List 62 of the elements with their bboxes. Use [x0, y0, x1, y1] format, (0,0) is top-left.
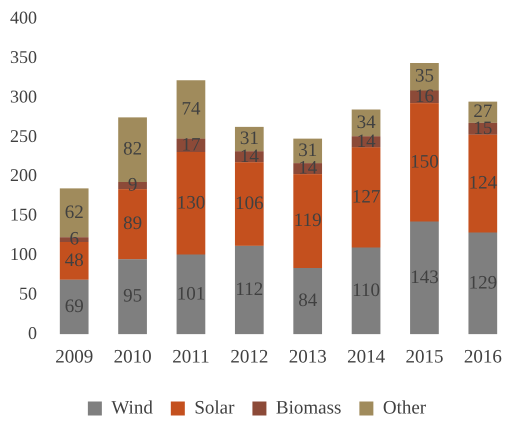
- bar: [410, 103, 439, 222]
- y-tick-label: 300: [10, 86, 37, 106]
- legend-label: Other: [382, 397, 427, 418]
- y-tick-label: 400: [10, 8, 37, 28]
- bar: [410, 221, 439, 334]
- bar: [118, 189, 147, 260]
- data-label: 129: [468, 272, 498, 294]
- data-label: 35: [414, 66, 434, 87]
- bar: [468, 232, 498, 334]
- y-tick-label: 150: [10, 204, 37, 225]
- bar: [176, 80, 206, 139]
- data-label: 143: [410, 266, 439, 288]
- data-label: 34: [356, 112, 376, 133]
- data-label: 14: [356, 130, 376, 152]
- data-label: 119: [294, 210, 322, 232]
- data-label: 127: [352, 186, 380, 208]
- x-tick-label: 2016: [464, 346, 502, 368]
- y-tick-label: 250: [10, 126, 37, 146]
- bar: [468, 134, 498, 232]
- y-tick-label: 0: [28, 322, 37, 343]
- bar: [176, 152, 206, 255]
- data-label: 48: [64, 250, 84, 271]
- bar: [176, 254, 206, 334]
- legend-label: Biomass: [276, 397, 342, 418]
- data-label: 84: [298, 290, 318, 312]
- x-tick-label: 2013: [288, 346, 327, 368]
- x-tick-label: 2011: [172, 346, 210, 368]
- y-tick-label: 200: [10, 165, 37, 186]
- data-label: 69: [64, 296, 84, 317]
- data-label: 110: [352, 280, 380, 301]
- data-label: 95: [123, 286, 142, 307]
- bar: [293, 268, 322, 334]
- y-tick-label: 100: [10, 244, 37, 264]
- legend-label: Solar: [194, 397, 236, 418]
- data-label: 62: [64, 202, 84, 223]
- data-label: 124: [468, 172, 498, 194]
- x-tick-label: 2012: [230, 346, 268, 368]
- x-tick-label: 2009: [55, 346, 94, 368]
- bar: [234, 162, 264, 246]
- bar: [293, 174, 322, 268]
- y-tick-label: 50: [19, 284, 37, 304]
- data-label: 150: [410, 151, 439, 172]
- y-tick-label: 350: [10, 46, 37, 67]
- data-label: 89: [123, 213, 142, 234]
- data-label: 6: [69, 228, 79, 250]
- data-label: 16: [414, 86, 434, 107]
- data-label: 106: [235, 193, 264, 214]
- legend-label: Wind: [111, 397, 154, 418]
- bar: [60, 280, 89, 334]
- bar: [352, 247, 380, 334]
- data-label: 17: [181, 134, 200, 156]
- data-label: 74: [181, 98, 201, 120]
- x-tick-label: 2014: [347, 346, 386, 368]
- bar: [234, 246, 264, 334]
- data-label: 112: [235, 279, 264, 300]
- data-label: 101: [176, 283, 206, 304]
- bar: [352, 147, 380, 248]
- x-tick-label: 2010: [114, 346, 152, 368]
- bar: [118, 259, 147, 334]
- data-label: 130: [176, 192, 206, 214]
- data-label: 82: [123, 138, 142, 160]
- x-tick-label: 2015: [405, 346, 444, 368]
